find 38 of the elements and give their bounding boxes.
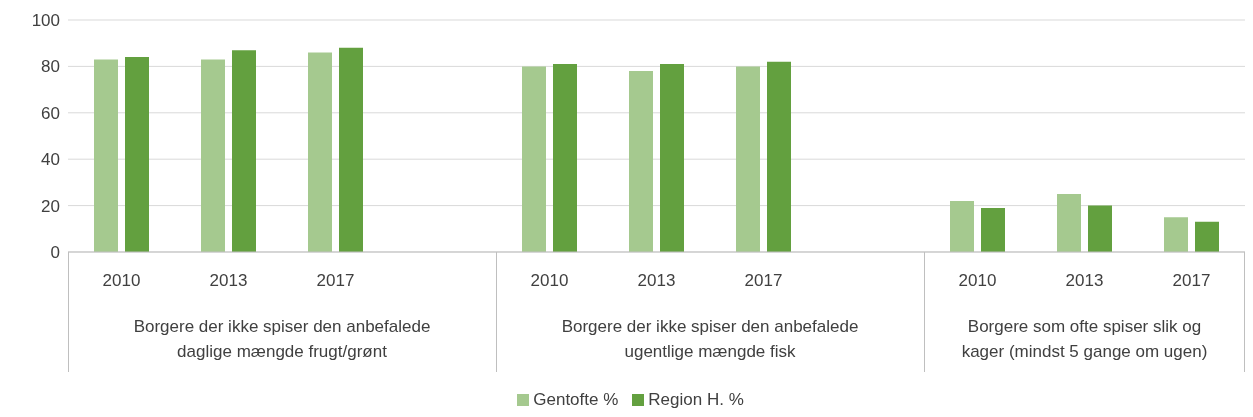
y-tick-label: 100 [31, 11, 60, 31]
bar [1057, 194, 1081, 252]
x-tick-label: 2010 [102, 271, 141, 291]
x-tick-label: 2013 [637, 271, 676, 291]
x-tick-label: 2010 [530, 271, 569, 291]
bar [94, 59, 118, 252]
y-tick-label: 0 [50, 243, 60, 263]
y-tick-label: 20 [41, 196, 60, 216]
legend-label: Gentofte % [532, 390, 619, 410]
bar [201, 59, 225, 252]
bar [125, 57, 149, 252]
text: Borgere der ikke spiser den anbefalede ugentlige mængde fisk [560, 316, 860, 363]
x-tick-label: 2017 [1172, 271, 1211, 291]
bar [553, 64, 577, 252]
y-tick-label: 60 [41, 103, 60, 123]
bar [981, 207, 1005, 252]
text: Borgere som ofte spiser slik og kager (mindst 5 gange om ugen) [960, 316, 1209, 363]
bar [522, 66, 546, 252]
x-tick-label: 2017 [744, 271, 783, 291]
bar [1088, 205, 1112, 252]
bar [629, 71, 653, 252]
x-tick-label: 2017 [316, 271, 355, 291]
x-tick-label: 2010 [958, 271, 997, 291]
y-tick-label: 40 [41, 150, 60, 170]
bar [339, 47, 363, 252]
text: Borgere der ikke spiser den anbefalede daglige mængde frugt/grønt [132, 316, 432, 363]
x-tick-label: 2013 [1065, 271, 1104, 291]
bar [1195, 221, 1219, 252]
bar [660, 64, 684, 252]
bar [736, 66, 760, 252]
bar [767, 61, 791, 252]
x-tick-label: 2013 [209, 271, 248, 291]
bar [950, 200, 974, 252]
y-tick-label: 80 [41, 57, 60, 77]
bar [1164, 217, 1188, 252]
bar [308, 52, 332, 252]
legend-label: Region H. % [647, 390, 744, 410]
bar [232, 50, 256, 252]
